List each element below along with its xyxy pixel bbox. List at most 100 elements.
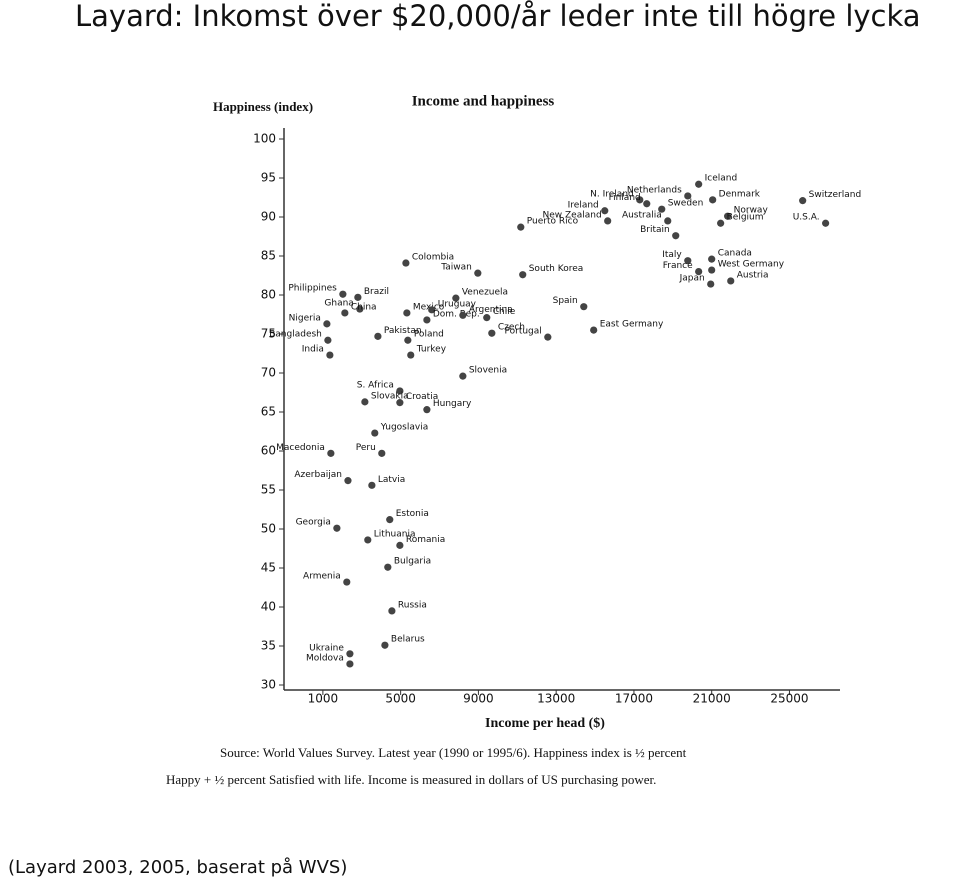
data-point <box>371 429 379 437</box>
data-point <box>707 280 715 288</box>
chart-title: Income and happiness <box>412 93 555 109</box>
point-label: Armenia <box>303 572 341 582</box>
point-label: Italy <box>662 250 682 260</box>
point-label: Bangladesh <box>269 330 322 340</box>
data-point <box>354 293 362 301</box>
point-label: Yugoslavia <box>380 423 428 433</box>
data-point <box>346 650 354 658</box>
point-label: Brazil <box>364 287 389 297</box>
y-tick-label: 60 <box>261 444 276 458</box>
data-point <box>396 399 404 407</box>
data-point <box>544 333 552 341</box>
data-point <box>459 372 467 380</box>
data-point <box>341 309 349 317</box>
data-point <box>658 205 666 213</box>
point-label: Austria <box>737 270 769 280</box>
point-label: Australia <box>622 210 662 220</box>
data-point <box>601 207 609 215</box>
x-tick-label: 25000 <box>770 692 808 706</box>
point-label: Puerto Rico <box>527 217 579 227</box>
y-tick-label: 85 <box>261 249 276 263</box>
data-point <box>356 305 364 313</box>
y-tick-label: 40 <box>261 600 276 614</box>
point-label: Peru <box>356 443 376 453</box>
point-label: West Germany <box>718 260 785 270</box>
data-point <box>403 309 411 317</box>
data-point <box>708 266 716 274</box>
point-label: Slovakia <box>371 391 409 401</box>
point-label: S. Africa <box>357 380 394 390</box>
point-label: Netherlands <box>627 185 682 195</box>
point-label: Switzerland <box>809 190 862 200</box>
point-label: Norway <box>734 206 769 216</box>
point-label: U.S.A. <box>793 213 820 223</box>
data-point <box>727 277 735 285</box>
point-label: Venezuela <box>462 288 508 298</box>
data-point <box>378 449 386 457</box>
point-label: Britain <box>640 225 670 235</box>
x-tick-label: 17000 <box>615 692 653 706</box>
x-tick-label: 13000 <box>537 692 575 706</box>
data-point <box>684 192 692 200</box>
point-label: Belgium <box>727 213 764 223</box>
data-point <box>799 197 807 205</box>
data-point <box>324 336 332 344</box>
data-point <box>326 351 334 359</box>
point-label: Czech <box>498 323 525 333</box>
point-label: Dom. Rep. <box>433 309 480 319</box>
data-point <box>374 332 382 340</box>
point-label: Portugal <box>505 327 542 337</box>
y-tick-label: 95 <box>261 171 276 185</box>
point-label: Uruguay <box>438 299 477 309</box>
point-label: Denmark <box>719 189 761 199</box>
data-point <box>402 259 410 267</box>
data-point <box>388 607 396 615</box>
data-point <box>396 541 404 549</box>
slide-title: Layard: Inkomst över $20,000/år leder in… <box>75 0 921 33</box>
data-point <box>684 257 692 265</box>
x-axis-label: Income per head ($) <box>485 716 605 731</box>
point-label: Macedonia <box>276 443 325 453</box>
point-label: Sweden <box>668 199 704 209</box>
data-point <box>423 316 431 324</box>
y-tick-label: 80 <box>261 288 276 302</box>
point-label: Ukraine <box>309 643 344 653</box>
data-point <box>488 329 496 337</box>
point-label: Japan <box>679 274 705 284</box>
data-point <box>519 271 527 279</box>
point-label: Latvia <box>378 475 405 485</box>
point-label: India <box>302 345 324 355</box>
data-point <box>404 336 412 344</box>
point-label: Bulgaria <box>394 557 431 567</box>
point-label: Finland <box>609 193 641 203</box>
data-point <box>717 219 725 227</box>
data-point <box>580 303 588 311</box>
point-label: Moldova <box>306 653 344 663</box>
data-point <box>364 536 372 544</box>
point-label: Estonia <box>396 509 429 519</box>
data-point <box>724 212 732 220</box>
y-tick-label: 65 <box>261 405 276 419</box>
point-label: Belarus <box>391 635 425 645</box>
data-point <box>333 524 341 532</box>
data-point <box>386 516 394 524</box>
data-point <box>483 314 491 322</box>
point-label: Ireland <box>568 200 599 210</box>
data-point <box>822 219 830 227</box>
point-label: Poland <box>414 330 444 340</box>
data-point <box>643 200 651 208</box>
data-point <box>672 232 680 240</box>
y-tick-label: 30 <box>261 678 276 692</box>
point-label: East Germany <box>600 320 664 330</box>
x-tick-label: 9000 <box>463 692 494 706</box>
data-point <box>346 660 354 668</box>
y-tick-label: 55 <box>261 483 276 497</box>
point-label: Pakistan <box>384 326 422 336</box>
point-label: Azerbaijan <box>294 470 342 480</box>
point-label: Argentina <box>469 305 513 315</box>
y-tick-label: 100 <box>253 132 276 146</box>
point-label: China <box>351 302 377 312</box>
point-label: Iceland <box>705 174 738 184</box>
data-point <box>452 294 460 302</box>
